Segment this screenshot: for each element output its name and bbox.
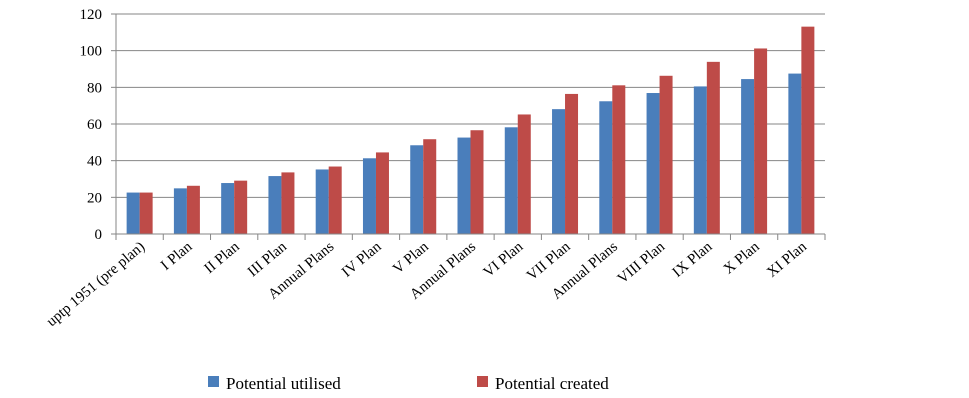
x-category-label-13: X Plan xyxy=(721,238,763,277)
bar-utilised-8 xyxy=(504,127,518,234)
bar-created-1 xyxy=(186,185,200,234)
y-tick-label-60: 60 xyxy=(87,117,102,133)
bar-utilised-4 xyxy=(315,169,329,234)
bar-utilised-14 xyxy=(788,73,802,234)
bar-utilised-1 xyxy=(173,188,187,234)
y-tick-label-0: 0 xyxy=(95,227,103,243)
legend-label-potential-utilised: Potential utilised xyxy=(226,374,341,393)
legend: Potential utilised Potential created xyxy=(208,374,609,393)
bar-created-7 xyxy=(470,130,484,234)
x-axis-tick-marks xyxy=(115,234,826,240)
legend-label-potential-created: Potential created xyxy=(495,374,609,393)
y-tick-label-100: 100 xyxy=(80,44,103,60)
y-tick-label-80: 80 xyxy=(87,80,102,96)
bar-created-14 xyxy=(801,26,815,235)
bar-utilised-3 xyxy=(268,176,282,234)
bar-created-11 xyxy=(659,75,673,235)
bar-created-0 xyxy=(139,192,153,234)
bar-created-6 xyxy=(423,139,437,234)
bar-created-5 xyxy=(375,152,389,234)
bar-utilised-0 xyxy=(126,192,140,234)
bar-created-12 xyxy=(706,61,720,234)
bar-utilised-9 xyxy=(552,109,566,234)
bar-utilised-5 xyxy=(362,158,376,234)
x-category-label-14: XI Plan xyxy=(764,238,810,280)
bar-utilised-10 xyxy=(599,101,613,235)
bar-utilised-13 xyxy=(741,79,755,234)
bar-series-group xyxy=(126,26,815,235)
bar-utilised-7 xyxy=(457,137,471,234)
x-category-label-8: VI Plan xyxy=(481,238,527,280)
y-tick-label-20: 20 xyxy=(87,190,102,206)
x-category-label-12: IX Plan xyxy=(670,238,716,280)
bar-created-2 xyxy=(234,180,248,234)
x-category-label-6: V Plan xyxy=(390,238,432,277)
x-category-label-0: uptp 1951 (pre plan) xyxy=(44,239,148,330)
x-axis-category-labels: uptp 1951 (pre plan) I Plan II Plan III Pla… xyxy=(44,238,811,330)
bar-created-9 xyxy=(565,93,579,234)
bar-created-8 xyxy=(517,114,531,234)
bar-created-4 xyxy=(328,166,342,234)
y-tick-label-120: 120 xyxy=(80,7,103,23)
x-category-label-1: I Plan xyxy=(158,238,196,273)
x-category-label-5: IV Plan xyxy=(339,238,385,280)
y-axis-tick-labels: 0 20 40 60 80 100 120 xyxy=(80,7,116,243)
bar-utilised-12 xyxy=(693,86,707,235)
bar-utilised-6 xyxy=(410,145,424,234)
x-category-label-2: II Plan xyxy=(201,238,243,277)
y-tick-label-40: 40 xyxy=(87,154,102,170)
legend-swatch-potential-created xyxy=(477,376,488,387)
bar-created-10 xyxy=(612,85,626,234)
bar-utilised-11 xyxy=(646,93,660,235)
bar-created-13 xyxy=(754,48,768,234)
bar-utilised-2 xyxy=(221,183,235,234)
x-category-label-11: VIII Plan xyxy=(615,238,669,287)
legend-swatch-potential-utilised xyxy=(208,376,219,387)
bar-created-3 xyxy=(281,172,295,234)
